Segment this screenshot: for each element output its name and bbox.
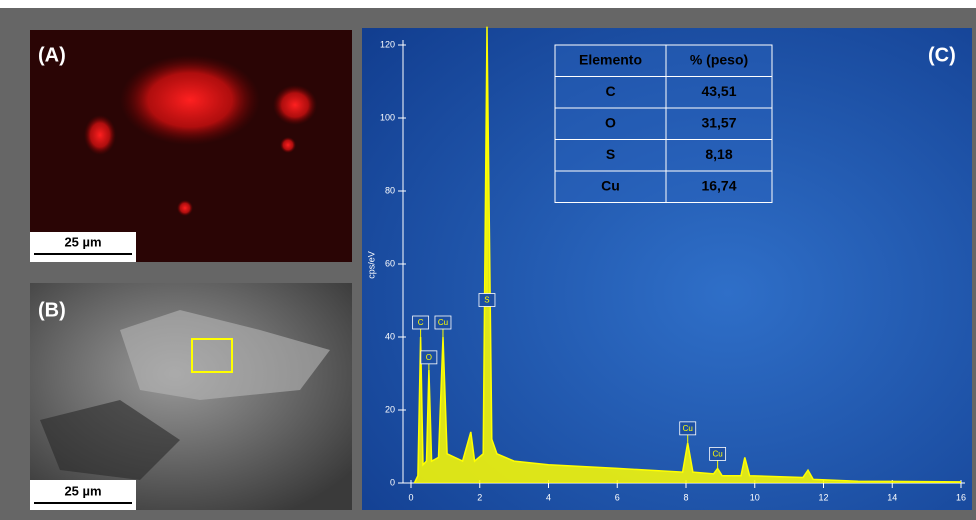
y-tick-label: 0 [390,477,395,487]
y-tick-label: 100 [380,112,395,122]
y-tick-label: 80 [385,185,395,195]
peak-label: C [418,318,424,327]
table-header: Elemento [579,51,642,67]
top-margin [0,0,976,8]
figure: (A) 25 µm (B) 25 µm (C) cps/eV 020406080… [0,0,976,520]
x-tick-label: 4 [546,492,551,502]
panel-label: (B) [38,299,66,321]
blob [273,85,317,125]
peak-label: O [426,353,432,362]
table-cell: 31,57 [701,114,736,130]
x-tick-label: 8 [683,492,688,502]
y-tick-label: 20 [385,404,395,414]
y-axis-label: cps/eV [366,251,376,279]
table-cell: 16,74 [701,177,736,193]
table-cell: S [606,146,615,162]
scale-label: 25 µm [64,483,101,498]
y-tick-label: 40 [385,331,395,341]
table-cell: Cu [601,177,620,193]
table-cell: C [605,83,615,99]
scale-label: 25 µm [64,234,101,249]
peak-label: Cu [438,318,448,327]
x-tick-label: 12 [818,492,828,502]
peak-label: Cu [713,450,723,459]
panel-label: (C) [928,44,956,66]
blob [84,115,116,155]
panel-label: (A) [38,44,66,66]
blob [177,200,193,216]
blob [120,55,260,145]
x-tick-label: 0 [408,492,413,502]
blob [280,137,296,153]
x-tick-label: 6 [615,492,620,502]
table-cell: 8,18 [705,146,732,162]
y-tick-label: 60 [385,258,395,268]
table-cell: O [605,114,616,130]
y-tick-label: 120 [380,39,395,49]
peak-label: Cu [683,424,693,433]
table-frame [555,45,772,203]
x-tick-label: 16 [956,492,966,502]
x-tick-label: 10 [750,492,760,502]
table-cell: 43,51 [701,83,736,99]
x-tick-label: 14 [887,492,897,502]
table-header: % (peso) [690,51,748,67]
x-tick-label: 2 [477,492,482,502]
peak-label: S [484,296,489,305]
